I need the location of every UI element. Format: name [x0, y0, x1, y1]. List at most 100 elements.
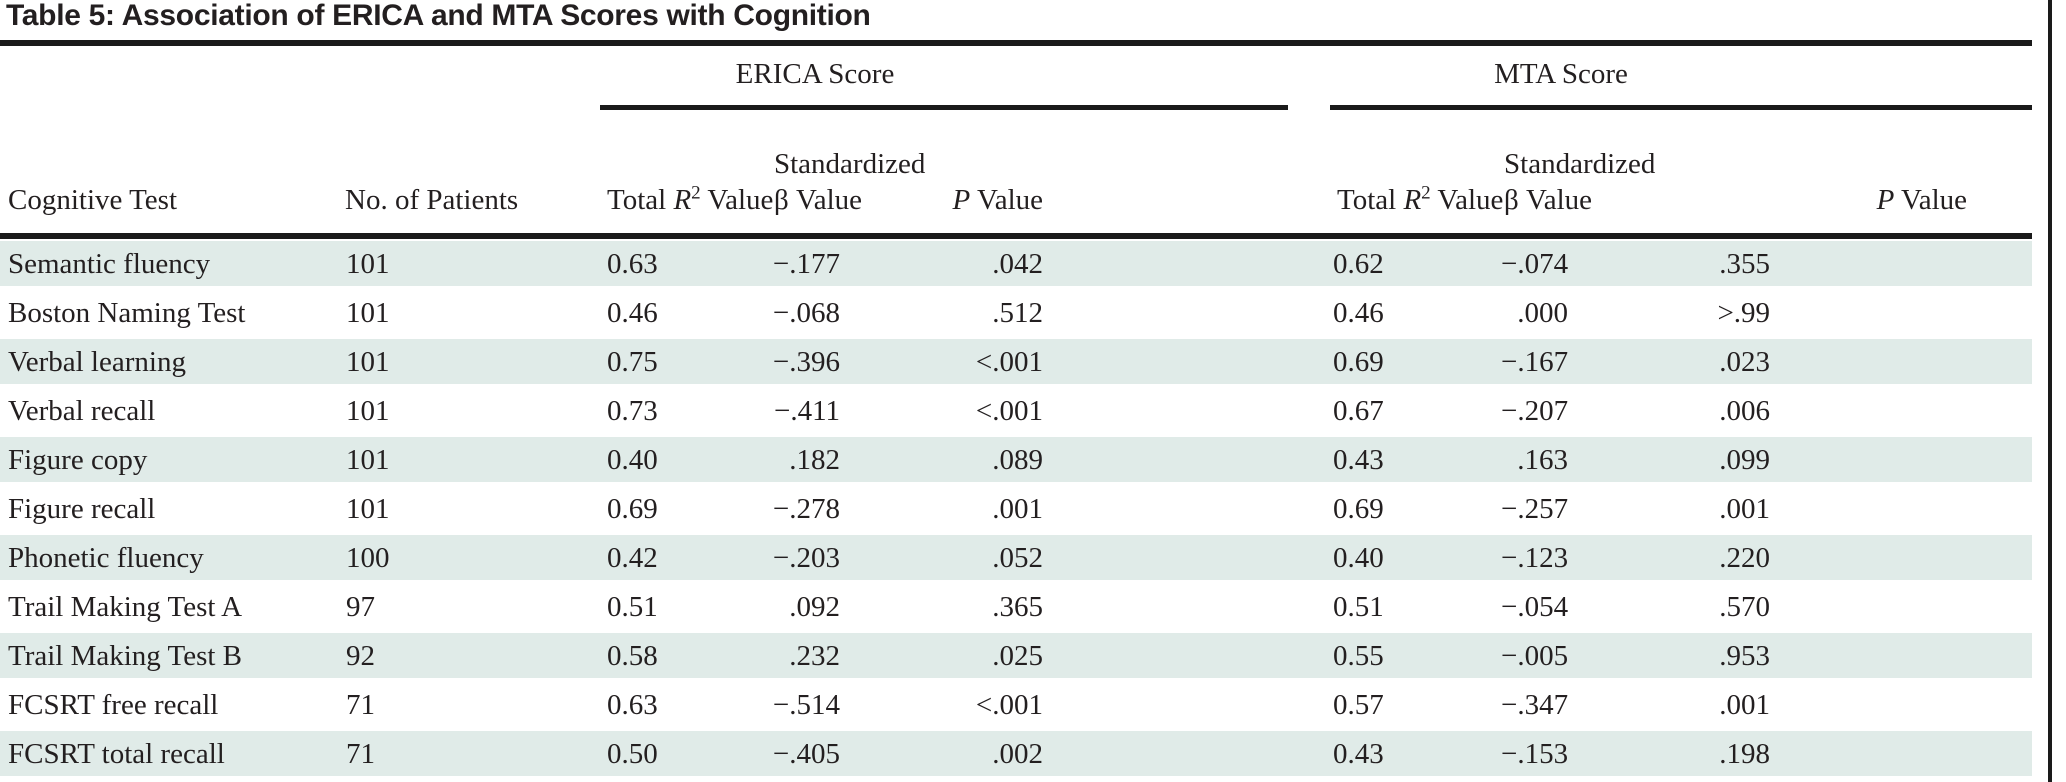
- table-cell: .001: [1572, 680, 2033, 729]
- table-cell: −.411: [770, 386, 845, 435]
- table-cell: 0.69: [600, 484, 770, 533]
- header-no-of-patients: No. of Patients: [345, 110, 600, 239]
- table-cell: 92: [345, 631, 600, 680]
- table-cell: >.99: [1572, 288, 2033, 337]
- table-cell: .089: [845, 435, 1331, 484]
- erica-group-label: ERICA Score: [735, 58, 895, 90]
- table-cell: .025: [845, 631, 1331, 680]
- table-cell: −.074: [1500, 239, 1573, 288]
- header-text: Value: [1894, 184, 1968, 216]
- table-cell: .355: [1572, 239, 2033, 288]
- header-line1: Standardized: [774, 148, 926, 180]
- header-erica-standardized-beta: Standardized β Value: [770, 110, 926, 239]
- header-mta-total-r2: Total R2 Value: [1330, 110, 1503, 239]
- title-rule: [0, 40, 2032, 46]
- group-header-row: ERICA Score MTA Score: [0, 46, 2033, 110]
- table-row: Verbal recall 101 0.73 −.411 <.001 0.67 −.207.…: [0, 386, 2033, 435]
- table-cell: 0.62: [1330, 239, 1501, 288]
- table-cell: .001: [845, 484, 1331, 533]
- header-text: Value: [970, 184, 1044, 216]
- table-cell: Trail Making Test B: [0, 631, 345, 680]
- header-mta-p-value: P Value: [1572, 110, 2033, 239]
- table-cell: −.347: [1500, 680, 1573, 729]
- table-cell: 101: [345, 435, 600, 484]
- table-head: ERICA Score MTA Score Cognitive Test No.…: [0, 46, 2033, 239]
- table-row: Trail Making Test A 97 0.51.092.365 0.51 −.0…: [0, 582, 2033, 631]
- table-cell: 0.73: [600, 386, 770, 435]
- table-cell: .000: [1500, 288, 1573, 337]
- table-cell: FCSRT free recall: [0, 680, 345, 729]
- table-cell: 0.63: [600, 680, 770, 729]
- table-cell: .182: [770, 435, 845, 484]
- table-cell: 71: [345, 729, 600, 778]
- table-cell: .001: [1572, 484, 2033, 533]
- mta-group-underline: MTA Score: [1330, 46, 2033, 110]
- p-symbol: P: [952, 184, 971, 216]
- table-cell: −.257: [1500, 484, 1573, 533]
- table-cell: −.068: [770, 288, 845, 337]
- table-cell: 0.69: [1330, 484, 1501, 533]
- table-cell: −.123: [1500, 533, 1573, 582]
- page-column-rule: [2048, 0, 2052, 782]
- table-row: Semantic fluency 101 0.63 −.177.042 0.62 −.07…: [0, 239, 2033, 288]
- table-cell: −.153: [1500, 729, 1573, 778]
- group-header-mta: MTA Score: [1330, 46, 2033, 110]
- table-cell: Figure copy: [0, 435, 345, 484]
- table-cell: 0.40: [1330, 533, 1501, 582]
- table-cell: .023: [1572, 337, 2033, 386]
- column-header-row: Cognitive Test No. of Patients Total R2 …: [0, 110, 2033, 239]
- table-cell: .052: [845, 533, 1331, 582]
- header-erica-p-value: P Value: [845, 110, 1331, 239]
- table-cell: Figure recall: [0, 484, 345, 533]
- table-cell: 0.51: [600, 582, 770, 631]
- header-line2: β Value: [774, 184, 863, 216]
- table-cell: .099: [1572, 435, 2033, 484]
- table-cell: .163: [1500, 435, 1573, 484]
- header-cognitive-test: Cognitive Test: [0, 110, 345, 239]
- table-cell: Verbal learning: [0, 337, 345, 386]
- table-cell: −.177: [770, 239, 845, 288]
- table-cell: .953: [1572, 631, 2033, 680]
- table-cell: 101: [345, 484, 600, 533]
- header-line1: Standardized: [1504, 148, 1656, 180]
- r-symbol: R: [1403, 184, 1422, 216]
- header-erica-total-r2: Total R2 Value: [600, 110, 773, 239]
- table-row: FCSRT free recall 71 0.63 −.514 <.001 0.57 −.3…: [0, 680, 2033, 729]
- table-body: Semantic fluency 101 0.63 −.177.042 0.62 −.07…: [0, 239, 2033, 778]
- table-cell: −.054: [1500, 582, 1573, 631]
- header-line2: β Value: [1504, 184, 1593, 216]
- header-text: Value: [1430, 184, 1504, 216]
- group-header-erica: ERICA Score: [600, 46, 1330, 110]
- header-mta-standardized-beta: Standardized β Value: [1500, 110, 1656, 239]
- table-row: Phonetic fluency 100 0.42 −.203.052 0.40 −.12…: [0, 533, 2033, 582]
- table-cell: 100: [345, 533, 600, 582]
- table-row: Trail Making Test B 92 0.58.232.025 0.55 −.0…: [0, 631, 2033, 680]
- table-cell: .092: [770, 582, 845, 631]
- table-cell: −.396: [770, 337, 845, 386]
- table-cell: .006: [1572, 386, 2033, 435]
- table-cell: 0.58: [600, 631, 770, 680]
- table-cell: −.405: [770, 729, 845, 778]
- table-cell: .570: [1572, 582, 2033, 631]
- table-cell: <.001: [845, 386, 1331, 435]
- table-cell: 101: [345, 239, 600, 288]
- table-cell: Trail Making Test A: [0, 582, 345, 631]
- table-cell: Semantic fluency: [0, 239, 345, 288]
- erica-group-underline: ERICA Score: [600, 46, 1289, 110]
- p-symbol: P: [1876, 184, 1895, 216]
- table-cell: 0.57: [1330, 680, 1501, 729]
- table-cell: 0.63: [600, 239, 770, 288]
- table-row: Boston Naming Test 101 0.46 −.068.512 0.46.0…: [0, 288, 2033, 337]
- table-cell: 0.42: [600, 533, 770, 582]
- table-cell: 0.46: [1330, 288, 1501, 337]
- table-cell: 0.67: [1330, 386, 1501, 435]
- table-row: FCSRT total recall 71 0.50 −.405.002 0.43 −.1…: [0, 729, 2033, 778]
- table-cell: FCSRT total recall: [0, 729, 345, 778]
- table-cell: 101: [345, 337, 600, 386]
- table-row: Verbal learning 101 0.75 −.396 <.001 0.69 −.16…: [0, 337, 2033, 386]
- table-cell: 101: [345, 386, 600, 435]
- header-text: Total: [1337, 184, 1404, 216]
- table-cell: 0.43: [1330, 435, 1501, 484]
- table-row: Figure recall 101 0.69 −.278.001 0.69 −.257.0…: [0, 484, 2033, 533]
- table-cell: 97: [345, 582, 600, 631]
